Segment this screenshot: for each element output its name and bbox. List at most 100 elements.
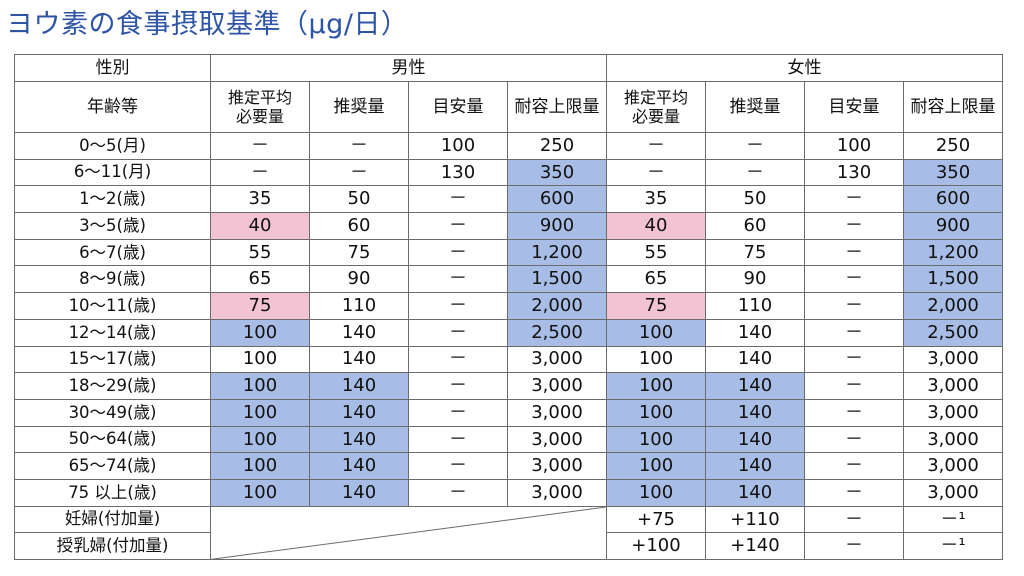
table-row: 8～9(歳) 65 90 － 1,500 65 90 － 1,500 <box>14 265 1003 294</box>
table-row: 6～7(歳) 55 75 － 1,200 55 75 － 1,200 <box>14 238 1003 267</box>
male-rda-cell: 140 <box>309 425 409 454</box>
table-row: 10～11(歳) 75 110 － 2,000 75 110 － 2,000 <box>14 292 1003 320</box>
male-rda-cell: 90 <box>309 265 409 294</box>
male-ai-cell: － <box>408 292 508 320</box>
male-ul-cell: 350 <box>507 158 607 187</box>
sex-header: 性別 <box>14 54 211 82</box>
female-ul-cell: 1,500 <box>903 265 1003 294</box>
female-ai-cell: － <box>804 505 904 534</box>
female-ul-cell: 3,000 <box>903 478 1003 507</box>
male-ear-cell: 100 <box>210 452 310 480</box>
female-rda-cell: － <box>705 132 805 160</box>
col-header-line: 推定平均 <box>623 87 688 107</box>
female-ai-cell: － <box>804 292 904 320</box>
female-ai-cell: － <box>804 532 904 560</box>
male-ear-cell: 100 <box>210 478 310 507</box>
male-rda-cell: － <box>309 158 409 187</box>
male-ul-cell: 250 <box>507 132 607 160</box>
female-ul-cell: 600 <box>903 185 1003 214</box>
male-ul-cell: 1,200 <box>507 238 607 267</box>
male-ul-cell: 3,000 <box>507 345 607 374</box>
male-rda-cell: 50 <box>309 185 409 214</box>
female-ear-cell: 100 <box>606 478 706 507</box>
female-ai-cell: － <box>804 185 904 214</box>
age-cell: 8～9(歳) <box>14 265 211 294</box>
female-rda-cell: 140 <box>705 425 805 454</box>
female-ai-cell: － <box>804 238 904 267</box>
female-ear-cell: 100 <box>606 372 706 400</box>
male-ul-cell: 1,500 <box>507 265 607 294</box>
male-rda-cell: 110 <box>309 292 409 320</box>
male-ai-cell: 100 <box>408 132 508 160</box>
female-ai-cell: － <box>804 318 904 347</box>
female-rda-cell: 140 <box>705 372 805 400</box>
female-ear-cell: 40 <box>606 212 706 240</box>
female-ai-cell: － <box>804 425 904 454</box>
table-row: 0～5(月) －－ 100 250 －－ 100 250 <box>14 132 1003 160</box>
female-ul-cell: －¹ <box>903 505 1003 534</box>
male-ai-cell: － <box>408 425 508 454</box>
female-ai-cell: － <box>804 212 904 240</box>
male-ai-cell: － <box>408 212 508 240</box>
col-header-line: 必要量 <box>631 107 680 126</box>
female-rda-cell: 60 <box>705 212 805 240</box>
male-rda-cell: 140 <box>309 345 409 374</box>
female-ear-cell: － <box>606 158 706 187</box>
male-ear-cell: 100 <box>210 318 310 347</box>
female-ear-cell: － <box>606 132 706 160</box>
col-header-line: 必要量 <box>235 107 284 126</box>
female-ul-cell: 3,000 <box>903 398 1003 427</box>
female-col-header-rda: 推奨量 <box>705 81 805 133</box>
male-ai-cell: － <box>408 398 508 427</box>
male-ul-cell: 600 <box>507 185 607 214</box>
age-header: 年齢等 <box>14 81 211 133</box>
female-ai-cell: 130 <box>804 158 904 187</box>
female-ai-cell: － <box>804 372 904 400</box>
iodine-intake-table: 性別 男性 女性 年齢等 推定平均 必要量 推奨量 目安量 耐容上限量 推定平均 必要量 推奨… <box>14 54 1003 561</box>
age-cell: 15～17(歳) <box>14 345 211 374</box>
male-ear-cell: － <box>210 158 310 187</box>
table-row: 15～17(歳) 100 140 － 3,000 100 140 － 3,000 <box>14 345 1003 374</box>
female-ai-cell: － <box>804 265 904 294</box>
female-col-header-ai: 目安量 <box>804 81 904 133</box>
diagonal-slash-icon <box>211 507 606 559</box>
male-header: 男性 <box>210 54 607 82</box>
male-ul-cell: 3,000 <box>507 372 607 400</box>
male-ear-cell: 55 <box>210 238 310 267</box>
female-ai-cell: － <box>804 452 904 480</box>
table-row: 1～2(歳) 35 50 － 600 35 50 － 600 <box>14 185 1003 214</box>
male-rda-cell: － <box>309 132 409 160</box>
female-ear-cell: 100 <box>606 425 706 454</box>
col-header-line: 推定平均 <box>227 87 292 107</box>
male-ai-cell: － <box>408 452 508 480</box>
female-ul-cell: 3,000 <box>903 372 1003 400</box>
table-row: 50～64(歳) 100 140 － 3,000 100 140 － 3,000 <box>14 425 1003 454</box>
female-ul-cell: －¹ <box>903 532 1003 560</box>
male-ear-cell: 35 <box>210 185 310 214</box>
table-row: 75 以上(歳) 100 140 － 3,000 100 140 － 3,000 <box>14 478 1003 507</box>
male-rda-cell: 140 <box>309 372 409 400</box>
age-cell: 0～5(月) <box>14 132 211 160</box>
male-not-applicable-cell <box>210 505 607 561</box>
male-ul-cell: 2,500 <box>507 318 607 347</box>
female-ul-cell: 2,000 <box>903 292 1003 320</box>
male-ul-cell: 3,000 <box>507 478 607 507</box>
female-rda-cell: 90 <box>705 265 805 294</box>
female-rda-cell: 140 <box>705 398 805 427</box>
table-row: 授乳婦(付加量) +100 +140 －－¹ <box>14 532 1003 560</box>
female-ul-cell: 3,000 <box>903 345 1003 374</box>
male-ai-cell: － <box>408 265 508 294</box>
age-cell: 6～11(月) <box>14 158 211 187</box>
male-ul-cell: 900 <box>507 212 607 240</box>
male-rda-cell: 75 <box>309 238 409 267</box>
male-ai-cell: － <box>408 345 508 374</box>
age-cell: 50～64(歳) <box>14 425 211 454</box>
male-ear-cell: 100 <box>210 425 310 454</box>
female-ul-cell: 2,500 <box>903 318 1003 347</box>
female-ear-cell: 75 <box>606 292 706 320</box>
male-ul-cell: 3,000 <box>507 452 607 480</box>
female-rda-cell: － <box>705 158 805 187</box>
male-ai-cell: － <box>408 372 508 400</box>
male-ear-cell: 100 <box>210 345 310 374</box>
male-ear-cell: 65 <box>210 265 310 294</box>
